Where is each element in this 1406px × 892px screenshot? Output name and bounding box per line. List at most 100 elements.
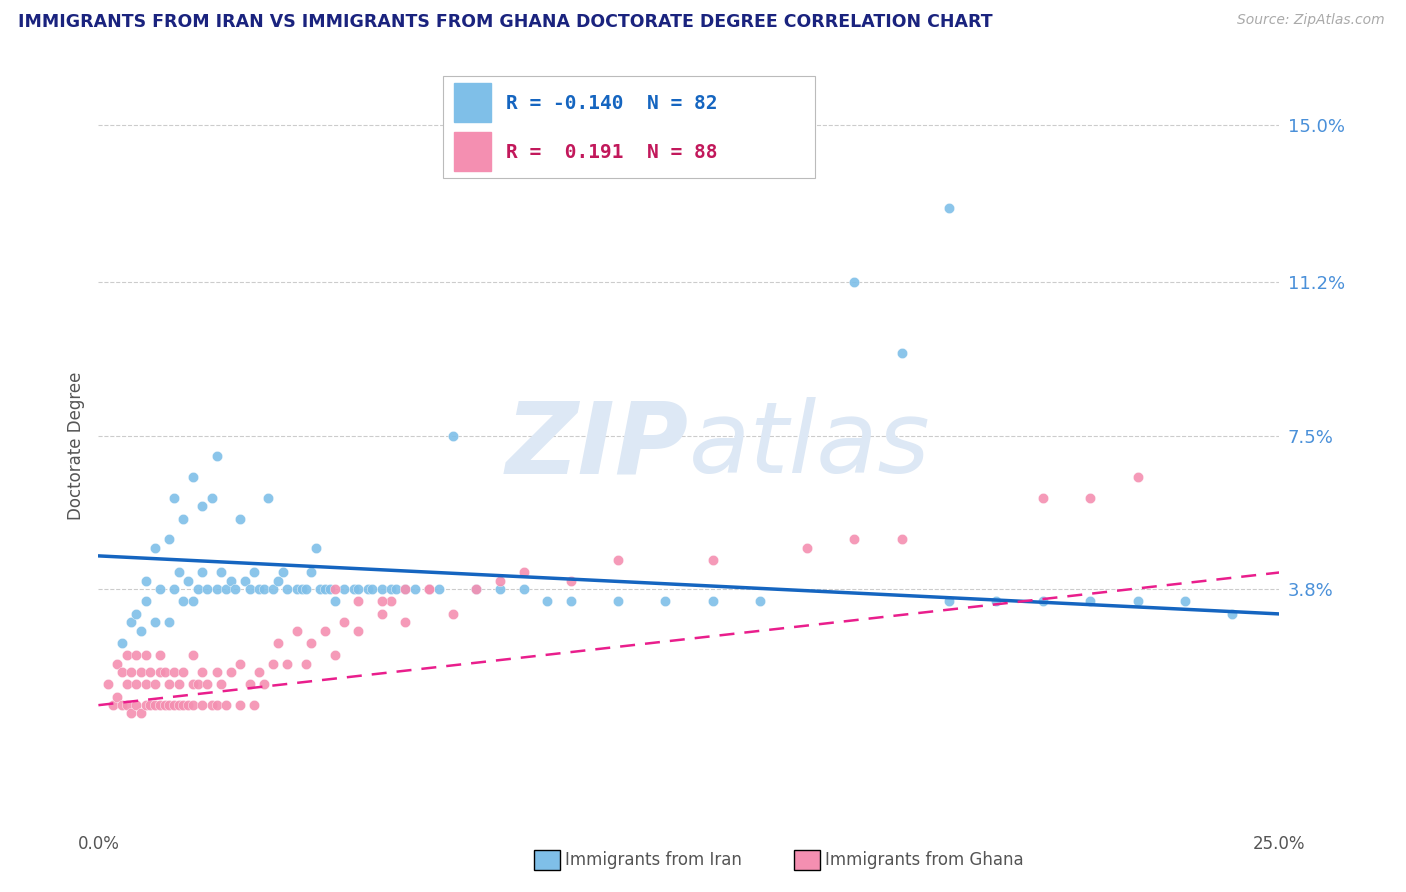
- Point: [1126, 470, 1149, 484]
- Point: [157, 533, 180, 547]
- Point: [489, 582, 512, 596]
- Point: [844, 275, 866, 289]
- Point: [299, 566, 322, 580]
- Point: [139, 698, 162, 713]
- Point: [342, 582, 364, 596]
- Point: [371, 582, 394, 596]
- Point: [295, 657, 318, 671]
- Point: [276, 582, 298, 596]
- Point: [97, 677, 120, 691]
- Point: [512, 582, 534, 596]
- Point: [1032, 491, 1054, 505]
- Point: [309, 582, 332, 596]
- Point: [111, 636, 134, 650]
- Point: [938, 594, 960, 608]
- Point: [111, 665, 134, 679]
- Point: [157, 677, 180, 691]
- Point: [262, 657, 284, 671]
- Point: [167, 677, 190, 691]
- Point: [205, 582, 228, 596]
- Point: [195, 677, 218, 691]
- Point: [191, 566, 214, 580]
- Point: [149, 648, 172, 663]
- Point: [129, 624, 152, 638]
- Point: [209, 566, 232, 580]
- Text: IMMIGRANTS FROM IRAN VS IMMIGRANTS FROM GHANA DOCTORATE DEGREE CORRELATION CHART: IMMIGRANTS FROM IRAN VS IMMIGRANTS FROM …: [18, 13, 993, 31]
- Point: [844, 533, 866, 547]
- Point: [253, 677, 276, 691]
- Point: [418, 582, 440, 596]
- Point: [135, 648, 157, 663]
- Point: [560, 574, 582, 588]
- Point: [111, 698, 134, 713]
- Point: [323, 648, 346, 663]
- Point: [394, 582, 416, 596]
- Point: [205, 665, 228, 679]
- Point: [1080, 491, 1102, 505]
- Point: [167, 698, 190, 713]
- Point: [143, 615, 166, 630]
- Point: [243, 698, 266, 713]
- Point: [205, 698, 228, 713]
- Point: [219, 574, 242, 588]
- Point: [125, 648, 148, 663]
- Point: [361, 582, 384, 596]
- Bar: [454, 83, 491, 122]
- Point: [115, 698, 138, 713]
- Point: [489, 574, 512, 588]
- Point: [172, 665, 194, 679]
- Point: [205, 450, 228, 464]
- Text: R =  0.191  N = 88: R = 0.191 N = 88: [506, 144, 717, 162]
- Point: [1080, 594, 1102, 608]
- Point: [262, 582, 284, 596]
- Point: [181, 648, 204, 663]
- Point: [380, 594, 402, 608]
- Point: [239, 582, 262, 596]
- Point: [385, 582, 408, 596]
- Bar: [454, 132, 491, 171]
- Point: [427, 582, 450, 596]
- Point: [135, 677, 157, 691]
- Point: [191, 499, 214, 513]
- Point: [394, 615, 416, 630]
- Point: [149, 582, 172, 596]
- Text: ZIP: ZIP: [506, 398, 689, 494]
- Point: [121, 615, 143, 630]
- Point: [143, 541, 166, 555]
- Point: [224, 582, 246, 596]
- Y-axis label: Doctorate Degree: Doctorate Degree: [66, 372, 84, 520]
- Point: [371, 594, 394, 608]
- Point: [121, 665, 143, 679]
- Point: [418, 582, 440, 596]
- Text: Source: ZipAtlas.com: Source: ZipAtlas.com: [1237, 13, 1385, 28]
- Point: [129, 665, 152, 679]
- Point: [267, 574, 290, 588]
- Point: [247, 582, 270, 596]
- Point: [143, 698, 166, 713]
- Point: [177, 574, 200, 588]
- Point: [333, 615, 356, 630]
- Point: [702, 553, 724, 567]
- Point: [890, 533, 912, 547]
- Point: [125, 698, 148, 713]
- Point: [167, 566, 190, 580]
- Point: [938, 201, 960, 215]
- Point: [229, 511, 252, 525]
- Point: [253, 582, 276, 596]
- Point: [418, 582, 440, 596]
- Point: [1032, 594, 1054, 608]
- Text: R = -0.140  N = 82: R = -0.140 N = 82: [506, 94, 717, 113]
- Point: [276, 657, 298, 671]
- Point: [257, 491, 280, 505]
- Point: [181, 677, 204, 691]
- Point: [149, 698, 172, 713]
- Point: [347, 594, 370, 608]
- Point: [201, 698, 224, 713]
- Point: [215, 582, 238, 596]
- Point: [135, 698, 157, 713]
- Point: [157, 615, 180, 630]
- Point: [181, 698, 204, 713]
- Point: [1174, 594, 1197, 608]
- Point: [890, 345, 912, 359]
- Point: [215, 698, 238, 713]
